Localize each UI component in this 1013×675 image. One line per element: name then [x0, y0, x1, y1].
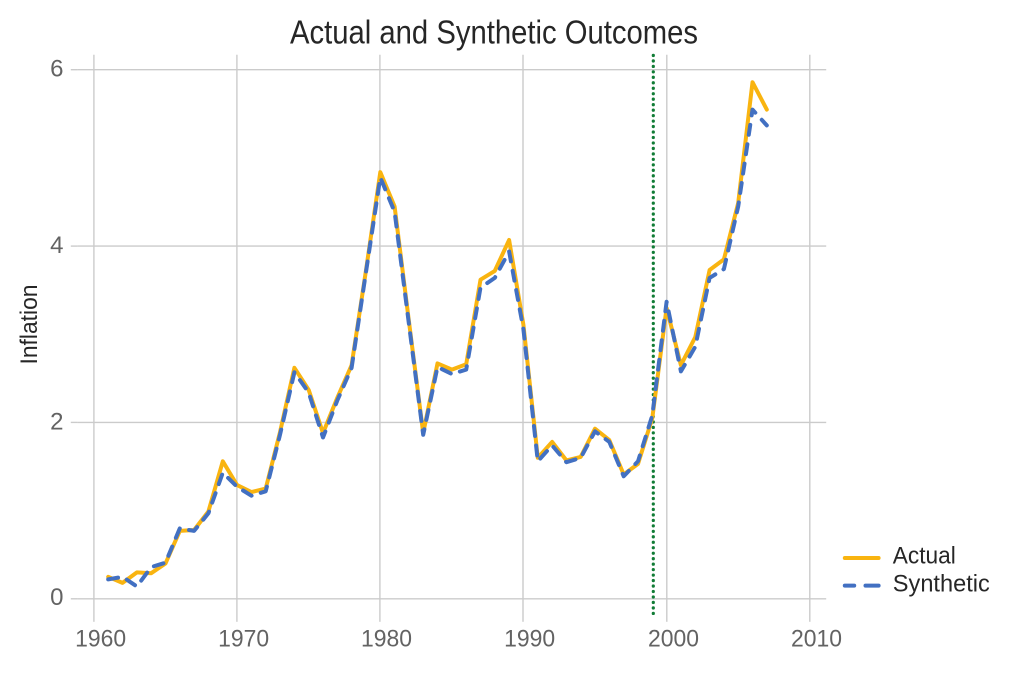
- svg-text:6: 6: [50, 56, 63, 83]
- svg-text:Actual: Actual: [893, 543, 956, 570]
- svg-text:1980: 1980: [361, 626, 412, 653]
- svg-text:Synthetic: Synthetic: [893, 571, 990, 598]
- svg-text:4: 4: [50, 232, 63, 259]
- svg-text:1970: 1970: [218, 626, 269, 653]
- svg-text:Inflation: Inflation: [16, 285, 43, 365]
- svg-text:2: 2: [50, 408, 63, 435]
- svg-text:2010: 2010: [791, 626, 842, 653]
- svg-text:1990: 1990: [504, 626, 555, 653]
- svg-text:Actual and Synthetic Outcomes: Actual and Synthetic Outcomes: [290, 14, 698, 51]
- svg-text:2000: 2000: [648, 626, 699, 653]
- svg-text:0: 0: [50, 584, 63, 611]
- svg-text:1960: 1960: [75, 626, 126, 653]
